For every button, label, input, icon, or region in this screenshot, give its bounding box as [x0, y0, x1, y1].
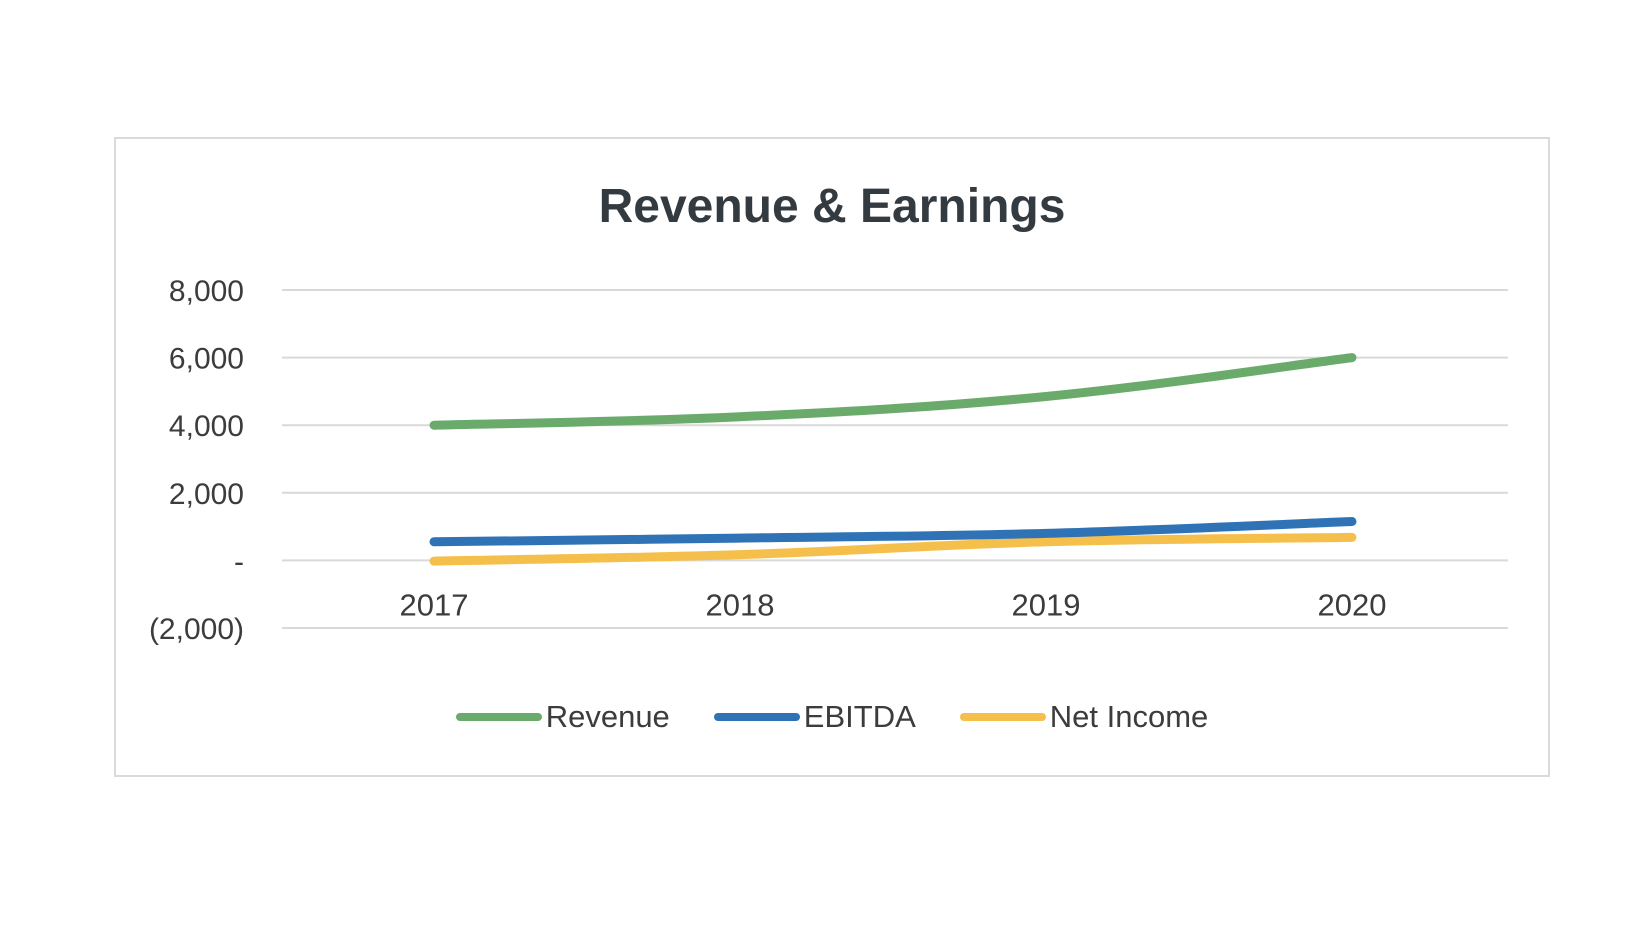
series-line-revenue: [429, 353, 1357, 430]
legend-swatch-net-income: [959, 713, 1046, 721]
plot-area: (2,000) - 2,000 4,000 6,000 8,000 2017 2018 2019…: [149, 275, 1508, 646]
legend-label-net-income: Net Income: [1049, 699, 1209, 734]
legend-label-ebitda: EBITDA: [803, 699, 916, 734]
series-line-net-income: [429, 532, 1357, 566]
y-tick-label: (2,000): [149, 613, 244, 646]
x-tick-label: 2017: [400, 587, 469, 622]
y-tick-label: 4,000: [169, 410, 244, 443]
legend-swatch-ebitda: [713, 713, 800, 721]
legend: Revenue EBITDA Net Income: [116, 699, 1548, 735]
y-tick-label: 6,000: [169, 343, 244, 376]
legend-item-ebitda: EBITDA: [713, 699, 916, 735]
series-line-ebitda: [429, 517, 1357, 547]
legend-label-revenue: Revenue: [545, 699, 670, 734]
x-tick-label: 2019: [1012, 587, 1081, 622]
y-tick-label: -: [234, 545, 244, 578]
legend-item-revenue: Revenue: [455, 699, 670, 735]
chart-title: Revenue & Earnings: [598, 180, 1066, 233]
x-tick-label: 2020: [1318, 587, 1387, 622]
legend-swatch-revenue: [455, 713, 542, 721]
legend-item-net-income: Net Income: [959, 699, 1209, 735]
y-tick-label: 2,000: [169, 478, 244, 511]
x-tick-label: 2018: [706, 587, 775, 622]
chart-frame: Revenue & Earnings (2,000) - 2,000 4,000 6,0…: [114, 137, 1550, 777]
y-tick-label: 8,000: [169, 275, 244, 308]
